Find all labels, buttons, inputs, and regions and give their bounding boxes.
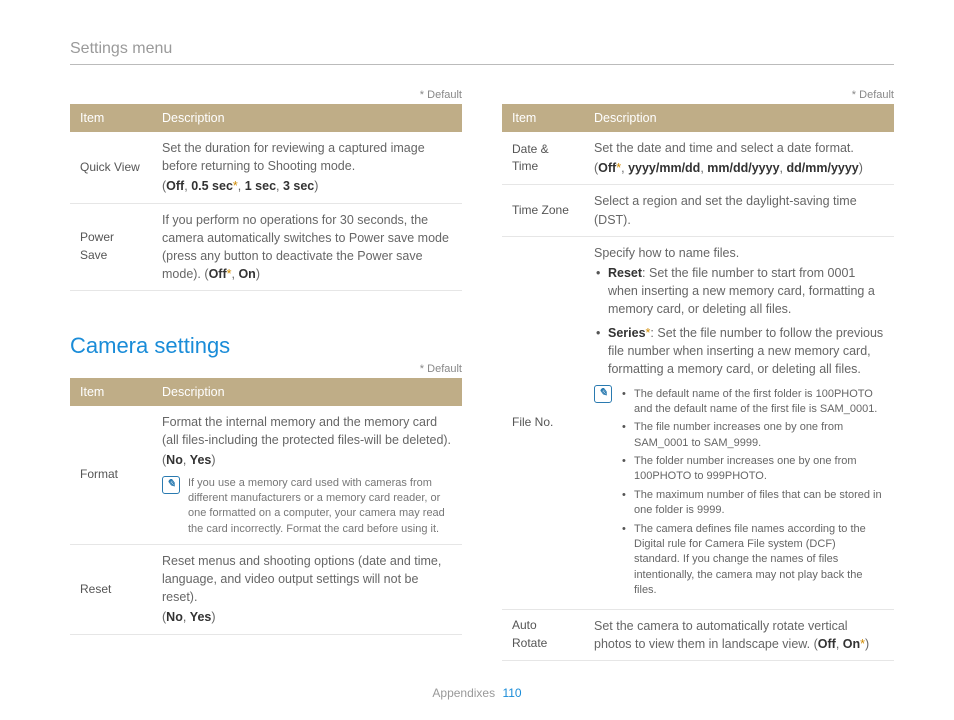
list-item: The maximum number of files that can be … — [620, 488, 884, 519]
item-cell: Quick View — [70, 132, 152, 203]
item-cell: File No. — [502, 236, 584, 609]
left-column: * Default Item Description Quick ViewSet… — [70, 89, 462, 661]
table-row: File No.Specify how to name files.Reset:… — [502, 236, 894, 609]
col-description: Description — [152, 104, 462, 132]
col-description: Description — [152, 378, 462, 406]
list-item: Reset: Set the file number to start from… — [594, 264, 884, 318]
section-title: Camera settings — [70, 333, 462, 359]
table-row: Date & TimeSet the date and time and sel… — [502, 132, 894, 185]
page-header: Settings menu — [70, 40, 894, 65]
note-icon: ✎ — [162, 476, 180, 494]
list-item: The file number increases one by one fro… — [620, 420, 884, 451]
desc-cell: Set the date and time and select a date … — [584, 132, 894, 185]
item-cell: Reset — [70, 545, 152, 635]
table-row: Time ZoneSelect a region and set the day… — [502, 185, 894, 236]
item-cell: Time Zone — [502, 185, 584, 236]
table-row: Quick ViewSet the duration for reviewing… — [70, 132, 462, 203]
footer-label: Appendixes — [432, 686, 495, 700]
col-description: Description — [584, 104, 894, 132]
settings-table-right: Item Description Date & TimeSet the date… — [502, 104, 894, 661]
list-item: The camera defines file names according … — [620, 522, 884, 599]
list-item: Series*: Set the file number to follow t… — [594, 324, 884, 378]
item-cell: Auto Rotate — [502, 609, 584, 660]
settings-table-camera: Item Description FormatFormat the intern… — [70, 378, 462, 635]
desc-cell: Format the internal memory and the memor… — [152, 406, 462, 544]
list-item: The default name of the first folder is … — [620, 387, 884, 418]
page-footer: Appendixes 110 — [0, 686, 954, 700]
col-item: Item — [502, 104, 584, 132]
list-item: The folder number increases one by one f… — [620, 454, 884, 485]
bullet-list: Reset: Set the file number to start from… — [594, 264, 884, 379]
desc-cell: Set the camera to automatically rotate v… — [584, 609, 894, 660]
item-cell: Power Save — [70, 203, 152, 291]
note-block: ✎ The default name of the first folder is… — [594, 385, 884, 602]
table-row: Auto RotateSet the camera to automatical… — [502, 609, 894, 660]
desc-cell: Set the duration for reviewing a capture… — [152, 132, 462, 203]
desc-cell: Reset menus and shooting options (date a… — [152, 545, 462, 635]
item-cell: Date & Time — [502, 132, 584, 185]
col-item: Item — [70, 104, 152, 132]
note-icon: ✎ — [594, 385, 612, 403]
item-cell: Format — [70, 406, 152, 544]
desc-cell: Select a region and set the daylight-sav… — [584, 185, 894, 236]
table-row: ResetReset menus and shooting options (d… — [70, 545, 462, 635]
page-number: 110 — [502, 686, 521, 700]
note-block: ✎If you use a memory card used with came… — [162, 476, 452, 538]
right-column: * Default Item Description Date & TimeSe… — [502, 89, 894, 661]
table-row: Power SaveIf you perform no operations f… — [70, 203, 462, 291]
settings-table-top: Item Description Quick ViewSet the durat… — [70, 104, 462, 291]
default-note: * Default — [70, 363, 462, 375]
desc-cell: Specify how to name files.Reset: Set the… — [584, 236, 894, 609]
default-note: * Default — [70, 89, 462, 101]
desc-cell: If you perform no operations for 30 seco… — [152, 203, 462, 291]
table-row: FormatFormat the internal memory and the… — [70, 406, 462, 544]
col-item: Item — [70, 378, 152, 406]
default-note: * Default — [502, 89, 894, 101]
